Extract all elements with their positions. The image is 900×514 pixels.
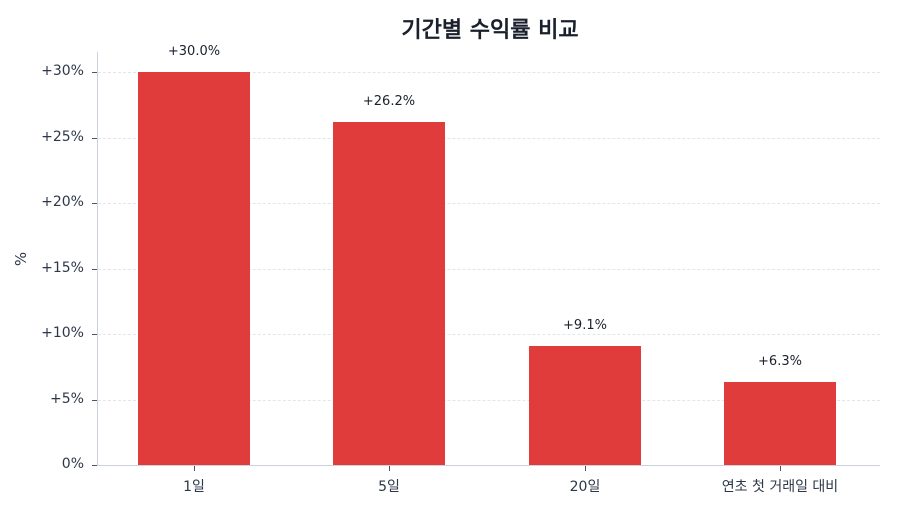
x-tick-mark [389, 466, 390, 471]
x-tick-mark [780, 466, 781, 471]
x-tick-label: 20일 [569, 479, 601, 495]
y-tick-label: +15% [41, 260, 84, 276]
y-tick-mark [92, 72, 97, 73]
chart-title: 기간별 수익률 비교 [401, 18, 579, 43]
y-tick-label: +25% [41, 129, 84, 145]
bar-value-label: +6.3% [758, 354, 802, 370]
y-tick-mark [92, 400, 97, 401]
y-tick-mark [92, 465, 97, 466]
bar [138, 72, 250, 465]
bar-value-label: +9.1% [563, 317, 607, 333]
bar [724, 382, 836, 465]
grid-line [98, 334, 880, 335]
x-tick-label: 1일 [183, 479, 205, 495]
grid-line [98, 203, 880, 204]
y-tick-label: +10% [41, 325, 84, 341]
bar-value-label: +26.2% [362, 93, 416, 109]
x-tick-label: 연초 첫 거래일 대비 [721, 479, 839, 495]
bar [333, 121, 445, 465]
y-tick-mark [92, 334, 97, 335]
y-axis-line [97, 52, 98, 466]
x-tick-label: 5일 [378, 479, 400, 495]
y-tick-label: 0% [61, 456, 84, 472]
x-tick-mark [194, 466, 195, 471]
y-tick-mark [92, 203, 97, 204]
y-tick-label: +5% [50, 391, 84, 407]
grid-line [98, 72, 880, 73]
x-axis-line [97, 465, 880, 466]
bar [529, 345, 641, 465]
y-tick-label: +30% [41, 63, 84, 79]
y-tick-mark [92, 269, 97, 270]
grid-line [98, 400, 880, 401]
x-tick-mark [585, 466, 586, 471]
y-tick-label: +20% [41, 194, 84, 210]
grid-line [98, 138, 880, 139]
grid-line [98, 269, 880, 270]
y-tick-mark [92, 138, 97, 139]
bar-value-label: +30.0% [167, 44, 221, 59]
